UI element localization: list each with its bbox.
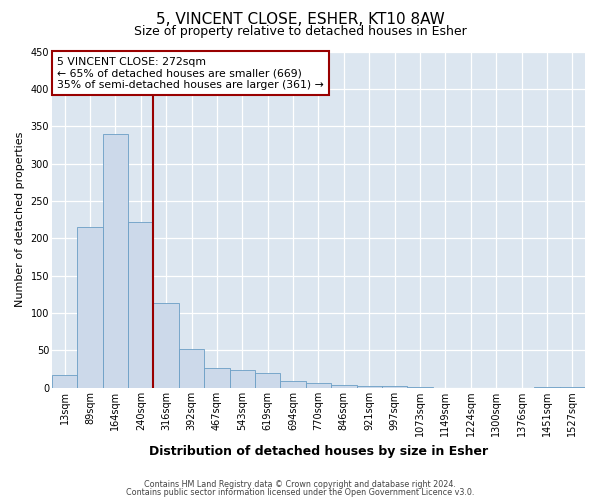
Bar [560, 387, 585, 388]
Bar [255, 373, 280, 388]
Bar [356, 386, 382, 388]
Bar [204, 368, 230, 388]
Bar [77, 227, 103, 388]
Bar [52, 375, 77, 388]
Bar [230, 370, 255, 388]
Bar [128, 222, 154, 388]
Text: Contains HM Land Registry data © Crown copyright and database right 2024.: Contains HM Land Registry data © Crown c… [144, 480, 456, 489]
Bar [306, 384, 331, 388]
Bar [407, 387, 433, 388]
Text: 5 VINCENT CLOSE: 272sqm
← 65% of detached houses are smaller (669)
35% of semi-d: 5 VINCENT CLOSE: 272sqm ← 65% of detache… [57, 56, 324, 90]
Bar [179, 349, 204, 388]
Text: 5, VINCENT CLOSE, ESHER, KT10 8AW: 5, VINCENT CLOSE, ESHER, KT10 8AW [155, 12, 445, 28]
Bar [331, 385, 356, 388]
Text: Contains public sector information licensed under the Open Government Licence v3: Contains public sector information licen… [126, 488, 474, 497]
Bar [534, 387, 560, 388]
Y-axis label: Number of detached properties: Number of detached properties [15, 132, 25, 308]
Bar [154, 304, 179, 388]
Text: Size of property relative to detached houses in Esher: Size of property relative to detached ho… [134, 25, 466, 38]
X-axis label: Distribution of detached houses by size in Esher: Distribution of detached houses by size … [149, 444, 488, 458]
Bar [280, 381, 306, 388]
Bar [382, 386, 407, 388]
Bar [103, 134, 128, 388]
